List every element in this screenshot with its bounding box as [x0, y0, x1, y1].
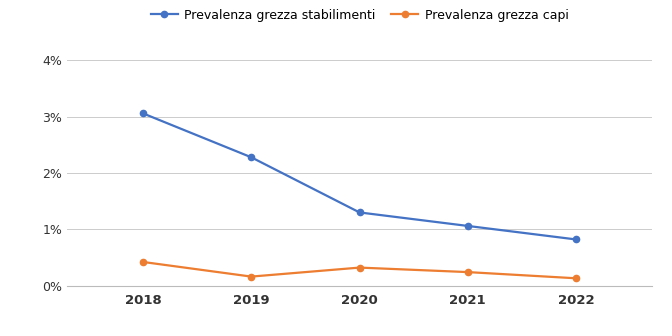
Prevalenza grezza stabilimenti — [139, 111, 147, 115]
Prevalenza grezza stabilimenti — [355, 210, 364, 214]
Prevalenza grezza capi — [572, 276, 580, 280]
Line: Prevalenza grezza stabilimenti: Prevalenza grezza stabilimenti — [140, 110, 579, 243]
Prevalenza grezza capi — [355, 265, 364, 269]
Line: Prevalenza grezza capi: Prevalenza grezza capi — [140, 259, 579, 282]
Legend: Prevalenza grezza stabilimenti, Prevalenza grezza capi: Prevalenza grezza stabilimenti, Prevalen… — [146, 4, 573, 27]
Prevalenza grezza capi — [139, 260, 147, 264]
Prevalenza grezza capi — [247, 275, 255, 279]
Prevalenza grezza stabilimenti — [464, 224, 472, 228]
Prevalenza grezza stabilimenti — [572, 238, 580, 242]
Prevalenza grezza capi — [464, 270, 472, 274]
Prevalenza grezza stabilimenti — [247, 155, 255, 159]
